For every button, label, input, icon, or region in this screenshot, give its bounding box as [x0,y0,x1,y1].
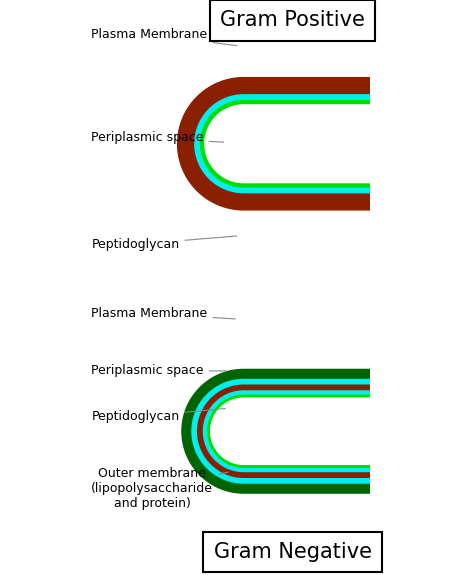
Text: Plasma Membrane: Plasma Membrane [92,307,235,320]
Text: Plasma Membrane: Plasma Membrane [92,28,236,45]
Text: Peptidoglycan: Peptidoglycan [92,408,225,423]
Polygon shape [193,93,399,194]
Text: Periplasmic space: Periplasmic space [92,132,224,144]
Polygon shape [182,369,399,493]
Text: Peptidoglycan: Peptidoglycan [92,236,236,251]
Polygon shape [199,99,399,189]
Polygon shape [191,378,399,484]
Text: Gram Positive: Gram Positive [220,10,365,30]
Polygon shape [196,384,399,478]
Text: Gram Negative: Gram Negative [214,542,371,562]
Text: Outer membrane
(lipopolysaccharide
and protein): Outer membrane (lipopolysaccharide and p… [92,467,228,510]
Text: Periplasmic space: Periplasmic space [92,365,226,377]
Polygon shape [178,78,399,210]
Polygon shape [207,394,399,469]
Polygon shape [202,390,399,473]
